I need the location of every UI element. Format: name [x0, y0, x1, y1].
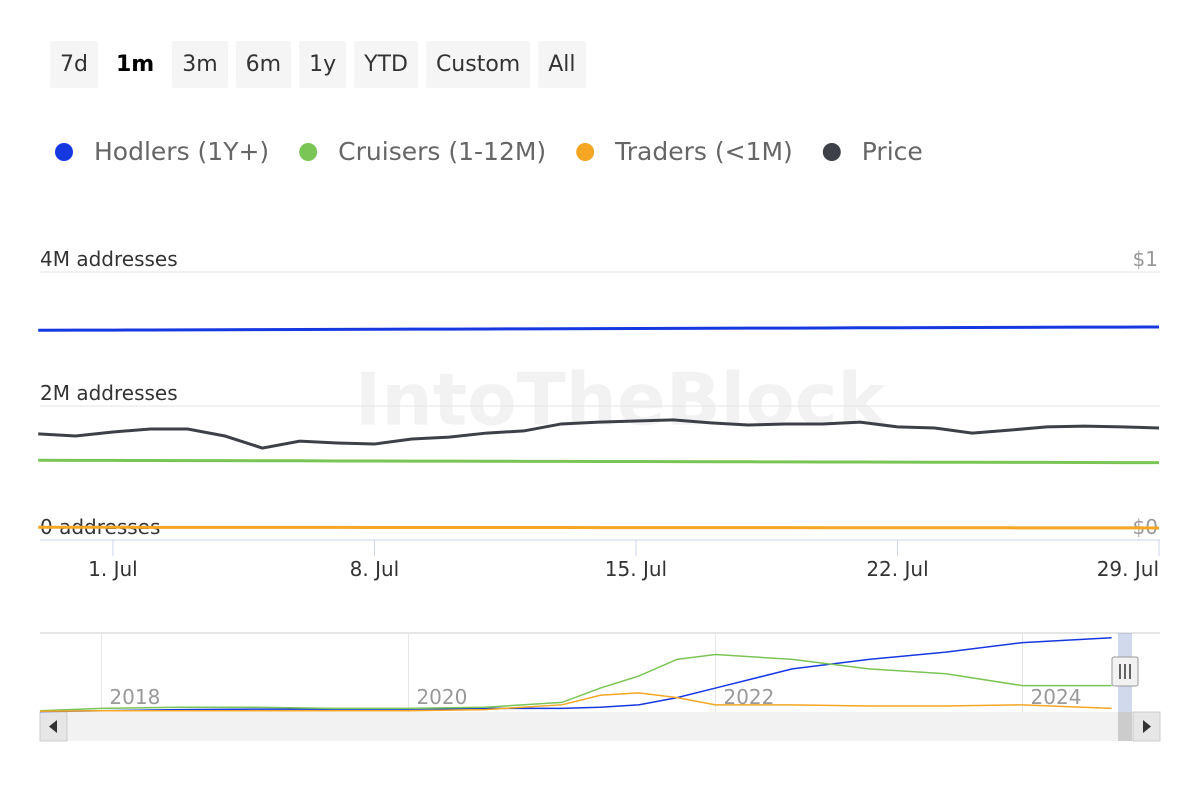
scroll-left[interactable] — [39, 711, 68, 742]
navigator-tick-label: 2024 — [1031, 685, 1082, 709]
range-button[interactable]: Custom — [425, 41, 531, 88]
range-button[interactable]: 7d — [50, 41, 98, 88]
range-button[interactable]: All — [538, 41, 586, 88]
x-tick-label: 15. Jul — [605, 557, 667, 581]
navigator-tick-label: 2022 — [723, 685, 774, 709]
navigator-window — [1118, 633, 1132, 712]
series-line — [39, 692, 1112, 713]
range-button[interactable]: 1m — [105, 41, 165, 88]
navigator-tick-label: 2020 — [416, 685, 467, 709]
legend-marker — [55, 143, 73, 161]
arrow-left — [49, 720, 57, 733]
scroll-right[interactable] — [1132, 711, 1161, 742]
legend-marker — [822, 143, 841, 161]
scrollbar[interactable] — [40, 712, 1160, 741]
legend-marker — [299, 143, 318, 161]
series-line — [38, 525, 1160, 530]
x-tick-label: 8. Jul — [350, 557, 400, 581]
series-line — [39, 653, 1112, 712]
range-button[interactable]: 3m — [172, 41, 228, 88]
y-tick-label: 0 addresses — [40, 515, 160, 539]
navigator-tick-label: 2018 — [109, 685, 160, 709]
range-button[interactable]: 6m — [235, 41, 292, 88]
range-button[interactable]: 1y — [299, 41, 347, 88]
arrow-right — [1143, 720, 1151, 733]
legend-label: Traders (<1M) — [614, 137, 793, 166]
legend-label: Price — [862, 137, 923, 166]
series-line — [38, 458, 1160, 465]
x-tick-label: 1. Jul — [88, 557, 138, 581]
series-line — [38, 418, 1160, 450]
series-line — [38, 325, 1160, 332]
legend-label: Cruisers (1-12M) — [338, 137, 546, 166]
y2-tick-label: $1 — [1133, 247, 1158, 271]
legend-marker — [576, 143, 595, 161]
x-tick-label: 22. Jul — [866, 557, 928, 581]
range-button[interactable]: YTD — [354, 41, 418, 88]
watermark: IntoTheBlock — [355, 358, 888, 442]
legend-label: Hodlers (1Y+) — [94, 137, 269, 166]
x-tick-label: 29. Jul — [1097, 557, 1159, 581]
range-buttons: 7d 1m 3m 6m 1y YTD Custom All — [50, 41, 586, 88]
y-tick-label: 4M addresses — [40, 247, 178, 271]
y2-tick-label: $0 — [1133, 515, 1158, 539]
navigator-handle — [1111, 656, 1139, 687]
series-line — [39, 637, 1112, 713]
scroll-thumb[interactable] — [1118, 712, 1132, 741]
y-tick-label: 2M addresses — [40, 381, 178, 405]
